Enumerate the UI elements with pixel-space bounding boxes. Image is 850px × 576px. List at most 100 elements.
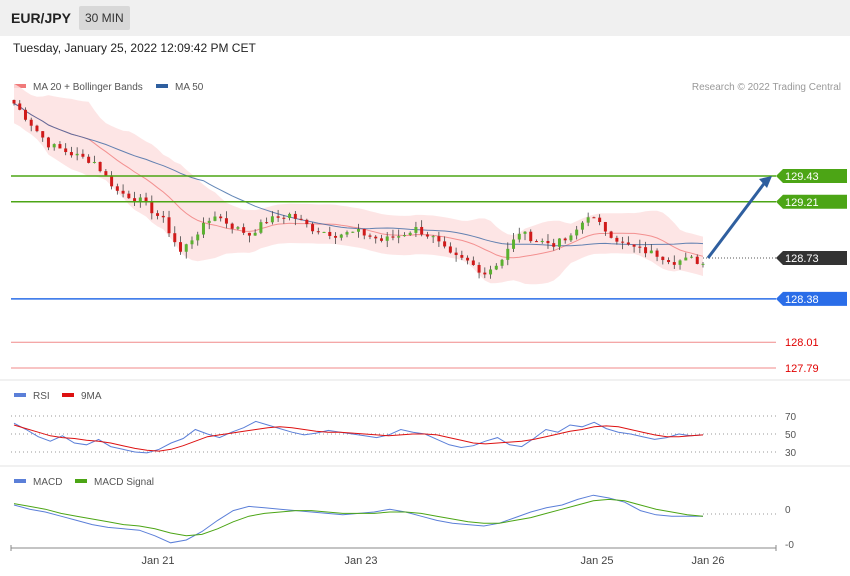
candle bbox=[351, 231, 355, 233]
candle bbox=[282, 217, 286, 219]
candle bbox=[207, 220, 211, 223]
candle bbox=[431, 236, 435, 238]
candle bbox=[81, 153, 85, 157]
candle bbox=[563, 238, 567, 241]
candle bbox=[52, 144, 56, 148]
candle bbox=[242, 227, 246, 233]
candle bbox=[357, 228, 360, 232]
candle bbox=[460, 255, 464, 258]
candle bbox=[517, 233, 521, 240]
rsi-tick-label: 70 bbox=[785, 412, 797, 423]
level-badge bbox=[776, 169, 847, 183]
legend-swatch-rsi-ma bbox=[62, 393, 74, 397]
candle bbox=[701, 263, 705, 265]
rsi-ma-line bbox=[13, 424, 704, 452]
macd-line bbox=[13, 494, 703, 544]
candle bbox=[259, 222, 263, 233]
candle bbox=[690, 256, 694, 258]
candle bbox=[649, 250, 653, 254]
candle bbox=[133, 198, 137, 202]
legend-label-ma50: MA 50 bbox=[175, 82, 204, 93]
candle bbox=[334, 235, 338, 238]
candle bbox=[339, 234, 343, 238]
candle bbox=[288, 213, 292, 218]
rsi-line bbox=[13, 420, 704, 454]
candle bbox=[471, 260, 475, 265]
candle bbox=[23, 109, 27, 120]
candle bbox=[678, 260, 682, 265]
candle bbox=[41, 131, 45, 138]
level-badge bbox=[776, 250, 847, 265]
candle bbox=[345, 232, 349, 235]
legend-swatch-rsi bbox=[14, 393, 26, 397]
candle bbox=[540, 240, 544, 242]
candle bbox=[299, 218, 303, 220]
candle bbox=[115, 186, 119, 191]
candle bbox=[276, 216, 280, 218]
candle bbox=[684, 257, 688, 261]
candle bbox=[408, 232, 412, 236]
candle bbox=[362, 228, 366, 236]
candle bbox=[443, 241, 447, 247]
level-badge bbox=[776, 194, 847, 209]
candle bbox=[534, 241, 538, 243]
candle bbox=[87, 156, 91, 163]
legend-swatch-macd bbox=[14, 479, 26, 483]
candle bbox=[672, 262, 676, 265]
candle bbox=[29, 119, 33, 126]
level-label: 129.43 bbox=[785, 171, 819, 183]
candle bbox=[454, 252, 458, 256]
candle bbox=[322, 231, 326, 233]
timeframe-button[interactable]: 30 MIN bbox=[79, 6, 130, 30]
candle bbox=[529, 231, 533, 242]
x-tick-label: Jan 23 bbox=[344, 555, 377, 567]
rsi-tick-label: 50 bbox=[785, 430, 797, 441]
candle bbox=[609, 231, 613, 238]
candle bbox=[127, 193, 131, 199]
macd-signal-line bbox=[13, 498, 704, 537]
legend-label-ma20: MA 20 + Bollinger Bands bbox=[33, 82, 143, 93]
candle bbox=[379, 238, 383, 241]
macd-tick-label: -0 bbox=[785, 540, 794, 551]
candle bbox=[213, 216, 217, 221]
candle bbox=[121, 190, 125, 194]
candle bbox=[632, 244, 636, 247]
candle bbox=[196, 234, 200, 241]
candle bbox=[414, 226, 418, 233]
candle bbox=[156, 213, 160, 216]
candle bbox=[46, 137, 50, 148]
candle bbox=[368, 235, 372, 237]
candle bbox=[489, 269, 493, 275]
candle bbox=[667, 260, 671, 263]
trend-arrow-head bbox=[759, 176, 772, 188]
candle bbox=[448, 246, 452, 253]
candle bbox=[638, 246, 642, 248]
candle bbox=[615, 237, 619, 242]
candle bbox=[546, 240, 550, 244]
candle bbox=[552, 243, 556, 247]
rsi-tick-label: 30 bbox=[785, 448, 797, 459]
candle bbox=[402, 235, 406, 237]
candle bbox=[236, 227, 240, 229]
level-badge bbox=[776, 291, 847, 306]
candle bbox=[138, 197, 142, 202]
candle bbox=[98, 161, 102, 172]
candle bbox=[695, 256, 699, 264]
candle bbox=[580, 222, 584, 230]
candle bbox=[437, 236, 441, 242]
candle bbox=[184, 244, 188, 252]
legend-label-macd: MACD bbox=[33, 477, 62, 488]
candle bbox=[270, 216, 274, 223]
legend-label-rsi: RSI bbox=[33, 391, 50, 402]
legend-swatch-ma50 bbox=[156, 84, 168, 88]
candle bbox=[523, 231, 527, 234]
candle bbox=[466, 257, 470, 261]
candle bbox=[311, 224, 315, 232]
legend-swatch-macd-signal bbox=[75, 479, 87, 483]
x-tick-label: Jan 21 bbox=[141, 555, 174, 567]
candle bbox=[557, 238, 561, 247]
legend-swatch-ma20 bbox=[14, 84, 26, 88]
candle bbox=[144, 197, 148, 203]
candle bbox=[626, 242, 630, 245]
